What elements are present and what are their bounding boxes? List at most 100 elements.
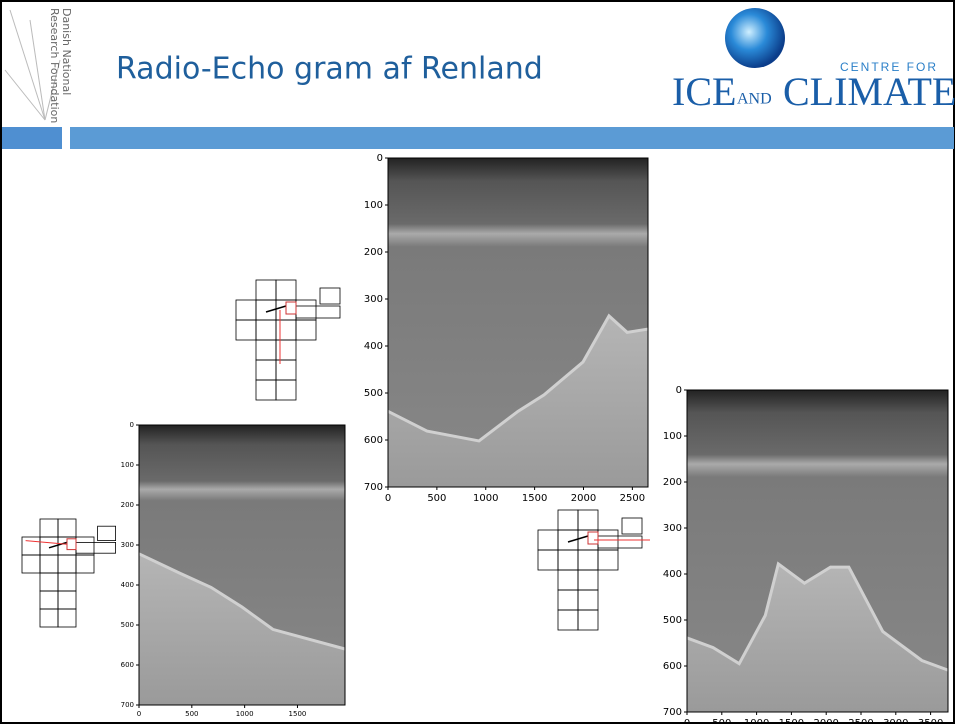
map-cell (320, 288, 340, 304)
y-tick-label: 200 (121, 501, 134, 509)
y-tick-label: 300 (663, 523, 682, 534)
y-tick-label: 300 (364, 294, 383, 305)
map-cell (256, 320, 276, 340)
map-dots (286, 302, 296, 314)
x-tick-label: 2000 (571, 493, 596, 504)
map-cell (22, 537, 40, 555)
x-tick-label: 1000 (744, 718, 769, 724)
x-tick-label: 2000 (813, 718, 838, 724)
slide-title: Radio-Echo gram af Renland (116, 52, 543, 87)
header-bar-left (2, 127, 62, 149)
map-cell (98, 526, 116, 540)
map-dots (67, 539, 76, 550)
y-tick-label: 100 (121, 461, 134, 469)
y-tick-label: 700 (663, 707, 682, 718)
y-tick-label: 500 (663, 615, 682, 626)
y-tick-label: 700 (364, 482, 383, 493)
y-tick-label: 500 (121, 621, 134, 629)
y-tick-label: 0 (377, 153, 383, 164)
map-cell (236, 300, 256, 320)
map-cell (558, 550, 578, 570)
x-tick-label: 0 (137, 710, 141, 718)
header-bar (70, 127, 954, 149)
map-cell (578, 610, 598, 630)
map-cell (538, 550, 558, 570)
map-cell (296, 320, 316, 340)
x-tick-label: 0 (684, 718, 690, 724)
slide: Danish National Research Foundation Radi… (0, 0, 955, 724)
logo-globe (725, 8, 785, 68)
map-cell (558, 610, 578, 630)
map-cell (558, 570, 578, 590)
map-cell (578, 590, 598, 610)
map-cell (276, 340, 296, 360)
map-cell (538, 530, 558, 550)
x-tick-label: 1500 (779, 718, 804, 724)
map-cell (296, 300, 316, 320)
y-tick-label: 100 (364, 200, 383, 211)
y-tick-label: 100 (663, 431, 682, 442)
x-tick-label: 2500 (620, 493, 645, 504)
x-tick-label: 500 (427, 493, 446, 504)
map-cell (40, 555, 58, 573)
map-cell (76, 555, 94, 573)
map-dots (588, 532, 598, 544)
map-cell (22, 555, 40, 573)
x-tick-label: 1500 (289, 710, 307, 718)
map-cell (276, 280, 296, 300)
map-cell (276, 320, 296, 340)
x-tick-label: 1500 (522, 493, 547, 504)
map-cell (58, 555, 76, 573)
map-cell (58, 519, 76, 537)
x-tick-label: 500 (185, 710, 198, 718)
logo-text: CLIMATE (783, 69, 955, 114)
map-cell (58, 591, 76, 609)
y-tick-label: 0 (130, 421, 134, 429)
map-cell (58, 573, 76, 591)
map-cell (296, 306, 340, 318)
map-cell (256, 280, 276, 300)
map-cell (276, 380, 296, 400)
y-tick-label: 0 (676, 385, 682, 396)
y-tick-label: 700 (121, 701, 134, 709)
x-tick-label: 2500 (848, 718, 873, 724)
foundation-text: Research Foundation (48, 8, 61, 123)
x-tick-label: 500 (712, 718, 731, 724)
map-cell (558, 510, 578, 530)
y-tick-label: 600 (663, 661, 682, 672)
y-tick-label: 400 (663, 569, 682, 580)
logo-text: AND (737, 91, 772, 108)
y-tick-label: 400 (364, 341, 383, 352)
slide-canvas: Danish National Research Foundation Radi… (0, 0, 955, 724)
x-tick-label: 1000 (236, 710, 254, 718)
map-cell (598, 550, 618, 570)
map-cell (578, 570, 598, 590)
map-cell (598, 536, 642, 548)
map-cell (76, 537, 94, 555)
y-tick-label: 600 (121, 661, 134, 669)
map-cell (578, 510, 598, 530)
map-cell (622, 518, 642, 534)
map-cell (58, 609, 76, 627)
y-tick-label: 200 (364, 247, 383, 258)
map-cell (76, 542, 116, 553)
x-tick-label: 1000 (473, 493, 498, 504)
logo-text: ICE (672, 69, 736, 114)
y-tick-label: 300 (121, 541, 134, 549)
map-cell (256, 360, 276, 380)
map-cell (276, 360, 296, 380)
map-cell (236, 320, 256, 340)
x-tick-label: 0 (385, 493, 391, 504)
map-cell (578, 550, 598, 570)
map-cell (256, 380, 276, 400)
y-tick-label: 200 (663, 477, 682, 488)
map-cell (40, 609, 58, 627)
map-cell (40, 519, 58, 537)
map-cell (40, 591, 58, 609)
map-cell (256, 340, 276, 360)
y-tick-label: 400 (121, 581, 134, 589)
y-tick-label: 600 (364, 435, 383, 446)
map-red-line (26, 541, 67, 545)
map-cell (558, 590, 578, 610)
x-tick-label: 3500 (918, 718, 943, 724)
